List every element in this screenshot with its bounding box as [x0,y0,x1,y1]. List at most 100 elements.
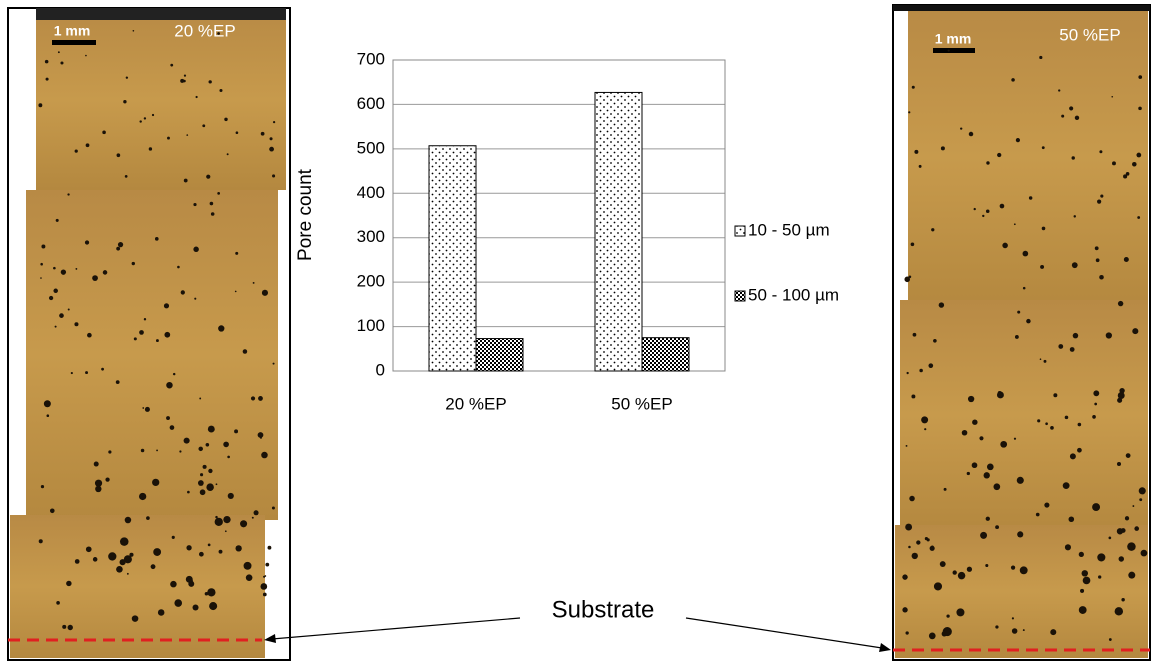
pore [123,555,132,564]
pore [48,295,54,301]
pore [929,545,935,551]
pore [902,574,908,580]
pore [209,201,214,206]
pore [139,330,144,335]
pore [198,551,204,557]
pore [911,394,916,399]
pore [170,63,174,67]
pore [1069,347,1075,352]
pore [151,113,155,117]
pore [999,203,1005,209]
pore [85,546,92,553]
pore [156,449,158,452]
pore [1105,332,1112,339]
pore [916,540,921,545]
pore [1139,498,1143,502]
pore [157,609,165,616]
pore [123,100,127,104]
pore [209,602,218,611]
pore [207,425,215,433]
pore [1132,161,1137,167]
pore [1050,426,1054,430]
pore [1093,390,1100,397]
pore [227,492,234,499]
legend-label: 50 - 100 µm [748,285,839,304]
y-tick-label: 400 [357,183,385,202]
pore [1035,512,1040,517]
pore [183,437,190,444]
pore [215,483,218,486]
pore [924,537,928,541]
pore [982,214,985,218]
pore [1095,258,1100,263]
pore [966,566,973,572]
pore [60,269,67,275]
pore [185,575,193,583]
pore [180,78,185,83]
pore [202,464,207,469]
pore [214,517,223,527]
pore [133,337,137,341]
sample-label: 50 %EP [1059,25,1120,44]
pore [139,120,142,123]
pore [1078,551,1084,557]
pore [56,601,60,605]
pore [206,483,214,491]
pore [1118,556,1124,562]
pore [60,61,64,65]
pore [55,218,59,222]
pore [909,495,915,502]
pore [1041,146,1045,150]
bar [641,337,690,372]
pore [102,130,106,135]
pore [993,483,1001,491]
pore [1022,250,1029,257]
pore [1123,174,1128,179]
pore [208,468,213,474]
pore [143,318,147,321]
y-tick-label: 500 [357,138,385,157]
pore [911,85,915,89]
pore [956,608,965,617]
pore [1026,318,1031,324]
y-tick-label: 200 [357,272,385,291]
scale-label: 1 mm [935,31,972,47]
pore [154,237,159,241]
pore [197,480,204,486]
pore [1039,55,1043,60]
pore [1074,115,1080,121]
pore [1011,628,1018,634]
pore [921,416,929,424]
pore [84,240,90,245]
pore [108,450,112,454]
x-tick-label: 50 %EP [611,394,672,413]
pore [172,372,176,376]
micrograph [908,7,1148,307]
arrow-head [264,634,276,643]
pore [1125,172,1130,176]
pore [139,492,147,501]
pore [193,202,197,207]
pore [1077,422,1082,427]
micrograph [895,525,1148,658]
arrow [271,617,521,640]
pore [1111,95,1114,98]
pore [223,515,231,524]
micrograph [10,515,265,658]
pore [1061,114,1065,118]
pore [242,349,248,354]
pore [187,490,190,494]
pore [1116,528,1124,535]
pore [153,548,162,556]
pore [924,428,927,431]
pore [952,570,957,575]
pore [1050,629,1057,636]
pore [179,450,182,453]
pore [200,473,204,477]
pore [938,302,945,308]
pore [92,275,98,281]
pore [1127,542,1136,551]
pore [995,525,1000,530]
pore [101,367,104,371]
